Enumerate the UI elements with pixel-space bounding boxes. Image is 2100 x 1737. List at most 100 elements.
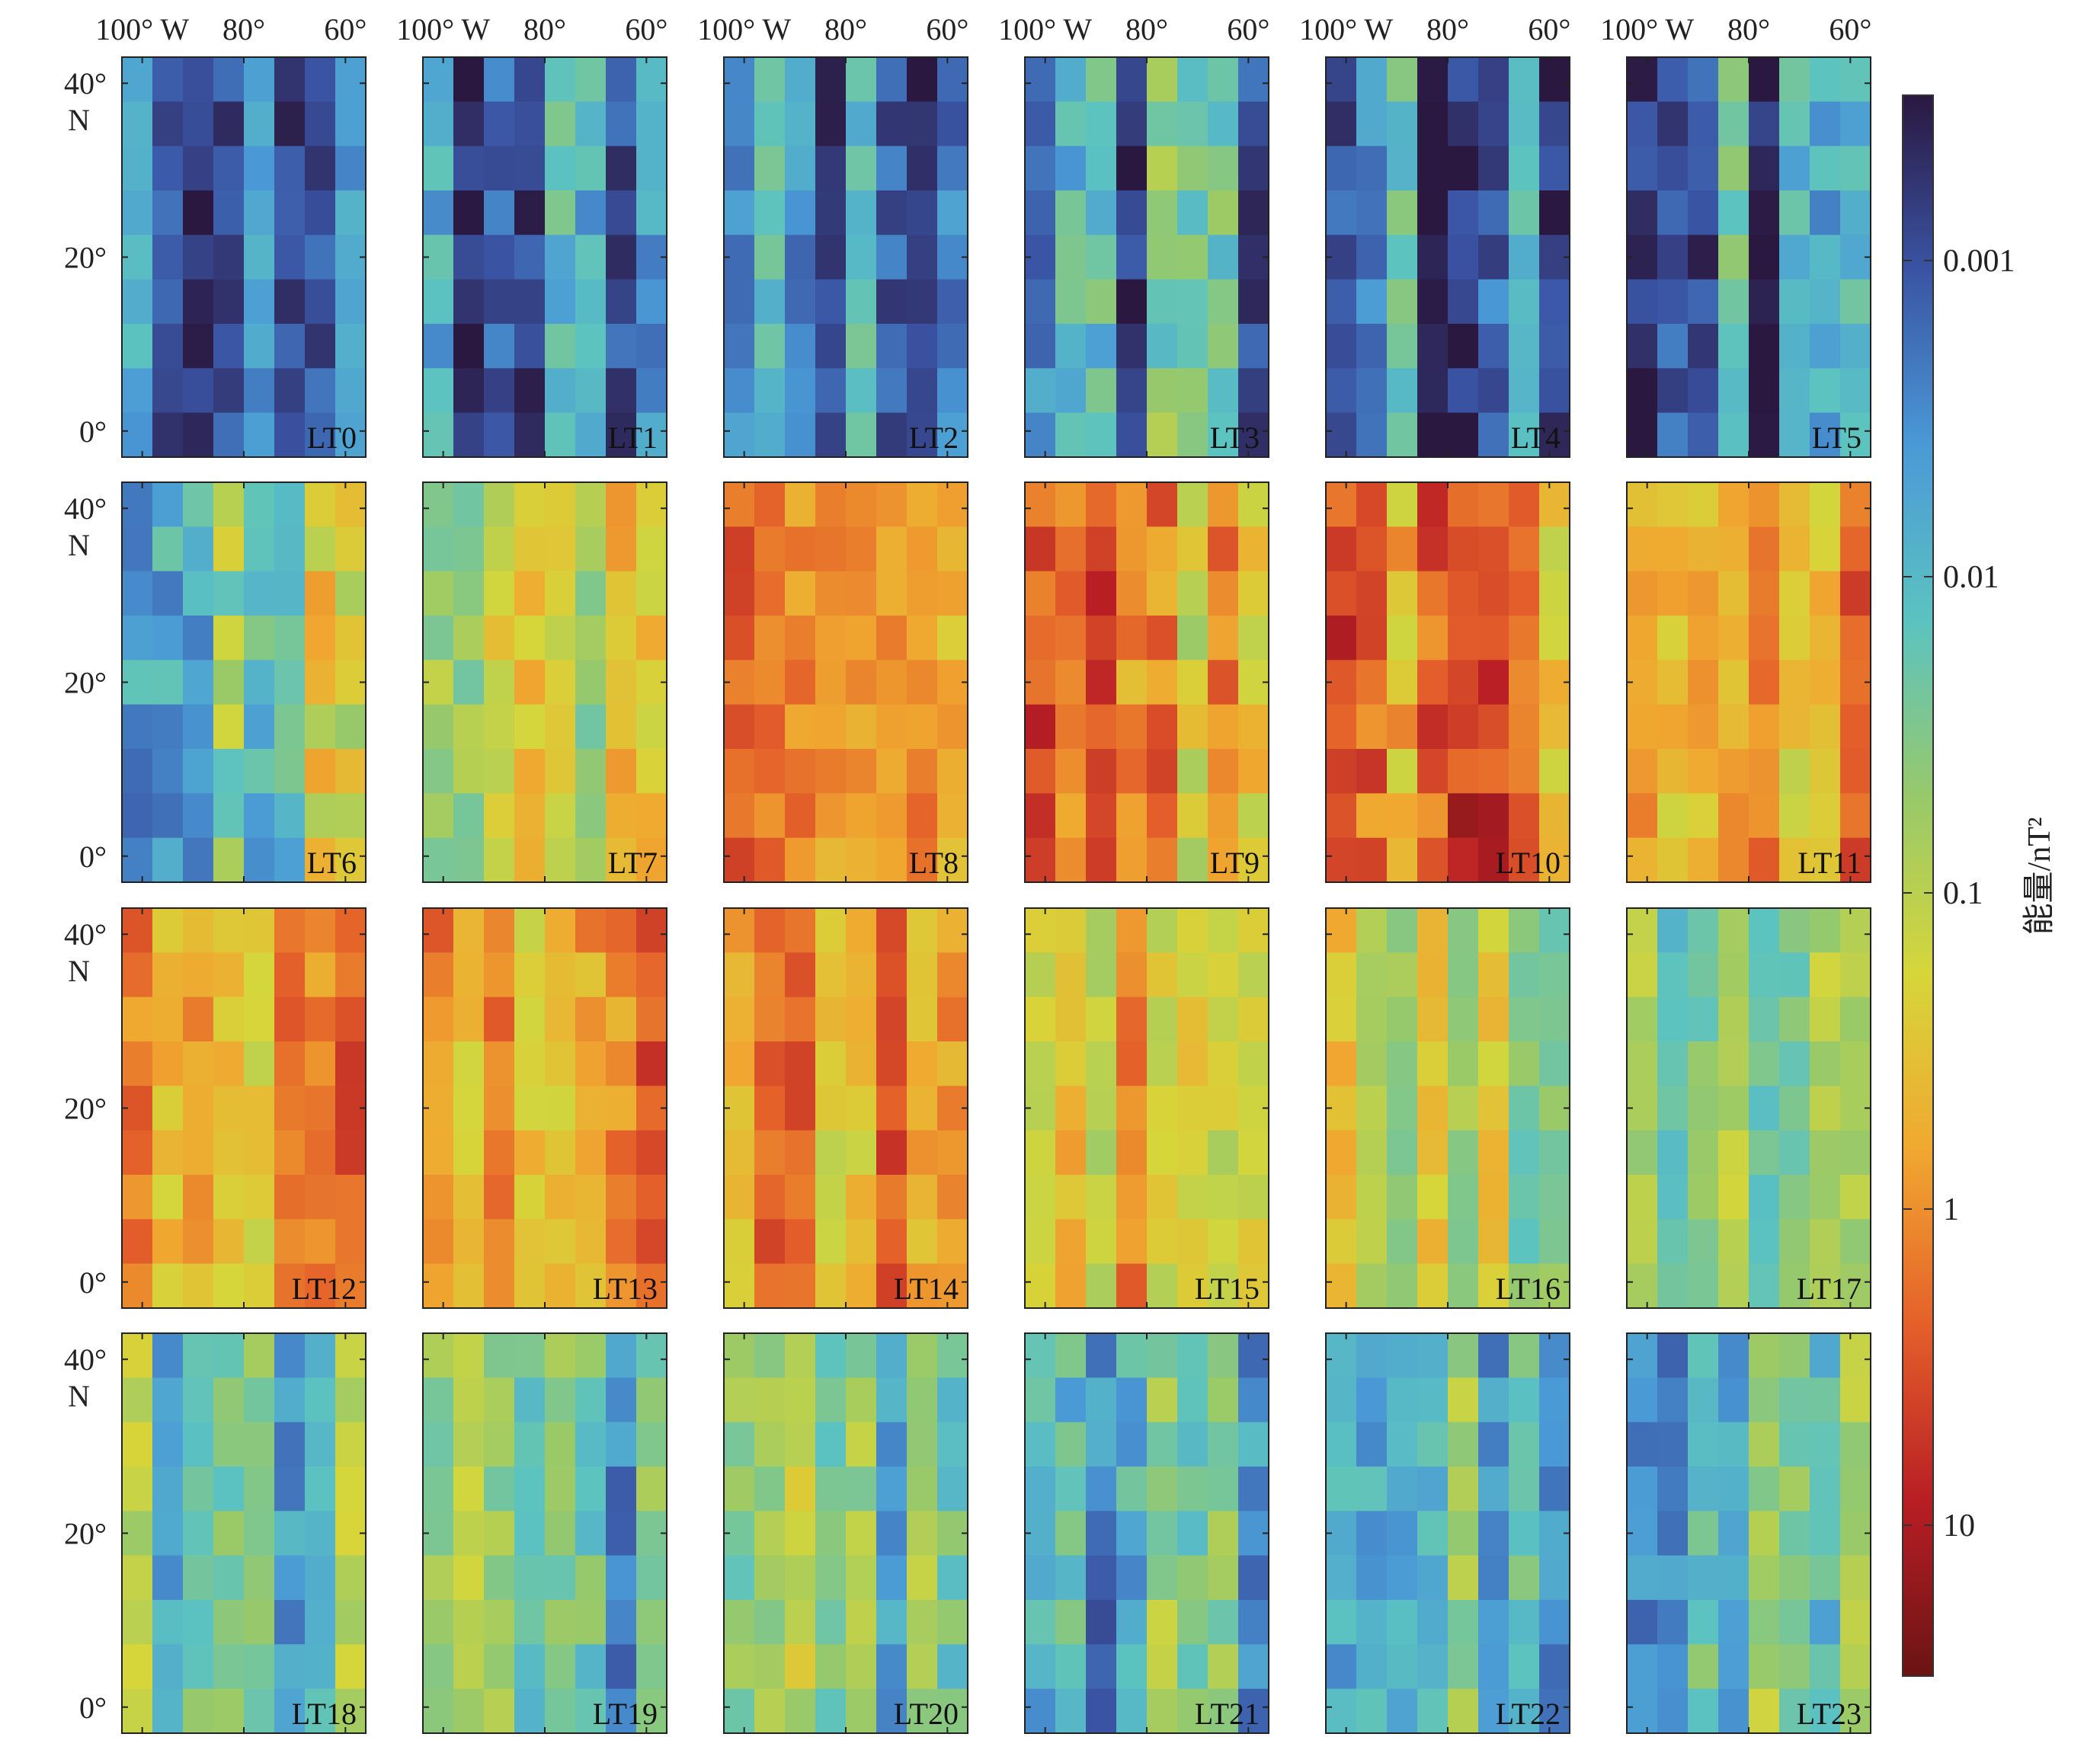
heatmap-cell bbox=[876, 279, 908, 325]
heatmap-cell bbox=[606, 482, 637, 527]
heatmap-cell bbox=[274, 1422, 306, 1467]
heatmap-cell bbox=[1147, 412, 1178, 458]
x-tick-label: 80° bbox=[222, 12, 265, 46]
panel-label: LT12 bbox=[292, 1272, 357, 1306]
heatmap-cell bbox=[1810, 482, 1841, 527]
heatmap-cell bbox=[244, 1219, 275, 1265]
heatmap-cell bbox=[1779, 146, 1810, 191]
heatmap-cell bbox=[152, 526, 184, 572]
heatmap-cell bbox=[545, 952, 576, 998]
heatmap-cell bbox=[1478, 412, 1509, 458]
heatmap-cell bbox=[1810, 1555, 1841, 1601]
heatmap-cell bbox=[1208, 526, 1239, 572]
heatmap-cell bbox=[1810, 368, 1841, 414]
heatmap-cell bbox=[152, 616, 184, 661]
heatmap-cell bbox=[1177, 190, 1208, 235]
heatmap-cell bbox=[1055, 660, 1087, 705]
heatmap-cell bbox=[815, 1333, 847, 1378]
heatmap-cell bbox=[152, 1688, 184, 1734]
heatmap-cell bbox=[1326, 1467, 1357, 1511]
heatmap-cell bbox=[785, 837, 816, 883]
heatmap-cell bbox=[1116, 1175, 1148, 1220]
heatmap-cell bbox=[1326, 1219, 1357, 1265]
heatmap-cell bbox=[937, 1422, 968, 1467]
heatmap-cell bbox=[545, 101, 576, 147]
heatmap-cell bbox=[846, 660, 877, 705]
heatmap-cell bbox=[1417, 1263, 1449, 1309]
heatmap-cell bbox=[213, 1333, 245, 1378]
heatmap-cell bbox=[1509, 749, 1540, 794]
heatmap-cell bbox=[1086, 952, 1117, 998]
heatmap-cell bbox=[907, 1219, 938, 1265]
heatmap-cell bbox=[1055, 1130, 1087, 1176]
heatmap-cell bbox=[754, 368, 786, 414]
heatmap-cell bbox=[274, 235, 306, 280]
heatmap-cell bbox=[636, 1263, 667, 1309]
heatmap-cell bbox=[1086, 1086, 1117, 1131]
panel-label: LT21 bbox=[1195, 1697, 1260, 1731]
heatmap-cell bbox=[1055, 1600, 1087, 1645]
heatmap-cell bbox=[1657, 368, 1689, 414]
heatmap-cell bbox=[423, 324, 454, 369]
colorbar-title: 能量/nT² bbox=[2022, 817, 2057, 936]
heatmap-cell bbox=[636, 482, 667, 527]
heatmap-cell bbox=[606, 146, 637, 191]
heatmap-cell bbox=[1840, 1175, 1871, 1220]
heatmap-cell bbox=[1688, 1467, 1719, 1511]
heatmap-cell bbox=[636, 1688, 667, 1734]
heatmap-cell bbox=[183, 1333, 214, 1378]
heatmap-cell bbox=[1055, 1422, 1087, 1467]
heatmap-cell bbox=[545, 571, 576, 616]
heatmap-cell bbox=[1539, 101, 1570, 147]
heatmap-cell bbox=[1749, 57, 1780, 102]
heatmap-cell bbox=[1448, 1511, 1479, 1556]
heatmap-cell bbox=[453, 996, 485, 1042]
heatmap-cell bbox=[514, 324, 546, 369]
panel-label: LT11 bbox=[1797, 846, 1862, 880]
heatmap-cell bbox=[606, 1467, 637, 1511]
heatmap-cell bbox=[514, 616, 546, 661]
heatmap-cell bbox=[1779, 1219, 1810, 1265]
heatmap-cell bbox=[183, 1086, 214, 1131]
heatmap-cell bbox=[575, 704, 607, 750]
heatmap-cell bbox=[244, 1555, 275, 1601]
heatmap-cell bbox=[305, 837, 336, 883]
heatmap-cell bbox=[244, 952, 275, 998]
heatmap-cell bbox=[1417, 526, 1449, 572]
heatmap-cell bbox=[1749, 1263, 1780, 1309]
heatmap-cell bbox=[305, 1467, 336, 1511]
heatmap-cell bbox=[1208, 1644, 1239, 1690]
heatmap-cell bbox=[213, 324, 245, 369]
heatmap-cell bbox=[1086, 1600, 1117, 1645]
heatmap-cell bbox=[724, 190, 755, 235]
heatmap-cell bbox=[724, 526, 755, 572]
heatmap-cell bbox=[1448, 146, 1479, 191]
heatmap-cell bbox=[1177, 908, 1208, 953]
heatmap-cell bbox=[1417, 793, 1449, 839]
heatmap-cell bbox=[1417, 1086, 1449, 1131]
heatmap-cell bbox=[484, 190, 515, 235]
heatmap-cell bbox=[907, 793, 938, 839]
heatmap-cell bbox=[1147, 279, 1178, 325]
heatmap-cell bbox=[754, 1688, 786, 1734]
heatmap-cell bbox=[183, 190, 214, 235]
heatmap-cell bbox=[152, 1041, 184, 1086]
heatmap-cell bbox=[815, 1263, 847, 1309]
heatmap-cell bbox=[1177, 1422, 1208, 1467]
heatmap-cell bbox=[305, 1600, 336, 1645]
heatmap-cell bbox=[636, 952, 667, 998]
heatmap-cell bbox=[754, 1555, 786, 1601]
heatmap-cell bbox=[1417, 837, 1449, 883]
x-tick-label: 100° W bbox=[697, 12, 791, 46]
panel-label: LT4 bbox=[1511, 421, 1561, 455]
heatmap-cell bbox=[1840, 1263, 1871, 1309]
heatmap-cell bbox=[1417, 368, 1449, 414]
heatmap-cell bbox=[213, 1555, 245, 1601]
y-tick-label: 20° bbox=[64, 1092, 107, 1126]
heatmap-cell bbox=[876, 1175, 908, 1220]
heatmap-cell bbox=[423, 190, 454, 235]
heatmap-cell bbox=[1810, 1644, 1841, 1690]
heatmap-cell bbox=[575, 837, 607, 883]
heatmap-cell bbox=[636, 1467, 667, 1511]
